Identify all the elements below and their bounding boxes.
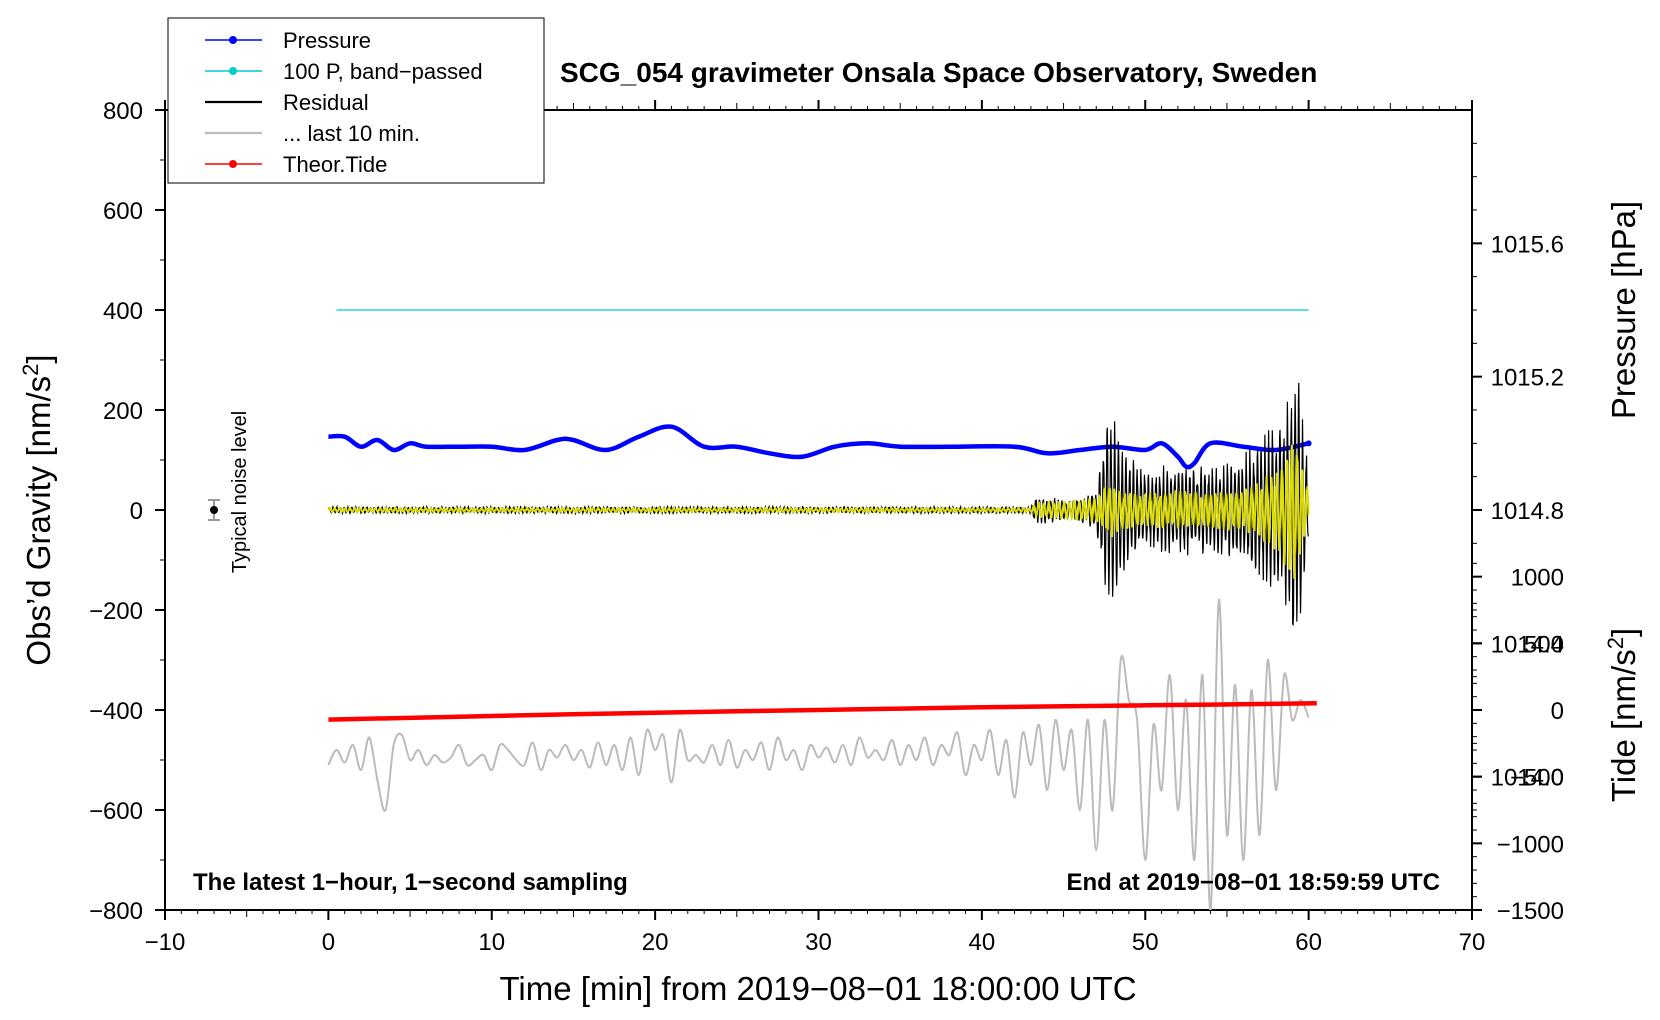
legend-label: Residual	[283, 90, 369, 115]
y-axis-title-tide-main: Tide [nm/s	[1605, 649, 1642, 802]
x-tick-label: 60	[1295, 929, 1322, 956]
legend-label: Theor.Tide	[283, 152, 387, 177]
end-time-note: End at 2019−08−01 18:59:59 UTC	[1066, 869, 1440, 896]
y-left-tick-label: −600	[89, 798, 143, 825]
series-pressure	[328, 424, 1310, 470]
y-tide-tick-label: 0	[1551, 698, 1564, 725]
x-tick-label: 10	[478, 929, 505, 956]
x-tick-label: 40	[969, 929, 996, 956]
y-left-tick-label: −800	[89, 898, 143, 925]
y-axis-title-left-sup: 2	[18, 364, 43, 376]
y-axis-title-left: Obs’d Gravity [nm/s2]	[18, 354, 57, 665]
y-pressure-tick-label: 1014.4	[1491, 631, 1564, 658]
legend-label: 100 P, band−passed	[283, 59, 483, 84]
legend-label: Pressure	[283, 28, 371, 53]
y-pressure-tick-label: 1015.2	[1491, 365, 1564, 392]
x-tick-label: −10	[145, 929, 186, 956]
y-left-tick-label: −200	[89, 598, 143, 625]
legend-label: ... last 10 min.	[283, 121, 420, 146]
series-last-10-min	[327, 598, 1310, 910]
y-left-tick-label: 800	[103, 98, 143, 125]
x-tick-label: 30	[805, 929, 832, 956]
y-tide-tick-label: −500	[1510, 765, 1564, 792]
y-tide-tick-label: 1000	[1511, 565, 1564, 592]
y-axis-title-left-main: Obs’d Gravity [nm/s	[20, 376, 57, 666]
x-tick-label: 50	[1132, 929, 1159, 956]
typical-noise-indicator	[208, 499, 221, 521]
y-tide-tick-label: 500	[1524, 631, 1564, 658]
noise-label: Typical noise level	[229, 411, 251, 573]
legend: Pressure 100 P, band−passed Residual ... la…	[205, 28, 483, 177]
y-left-tick-label: 200	[103, 398, 143, 425]
y-tide-tick-label: −1500	[1497, 898, 1564, 925]
y-left-tick-label: −400	[89, 698, 143, 725]
legend-box	[167, 17, 545, 184]
series-residual-filtered	[327, 444, 1310, 579]
y-pressure-tick-label: 1015.6	[1491, 231, 1564, 258]
y-axis-title-tide-close: ]	[1605, 628, 1642, 637]
axis-tick-labels: −10 0 10 20 30 40 50 60 70 800 600 400 200 0 −200 −400 −…	[89, 98, 1564, 956]
y-pressure-tick-label: 1014.8	[1491, 498, 1564, 525]
y-left-tick-label: 600	[103, 198, 143, 225]
chart-title: SCG_054 gravimeter Onsala Space Observat…	[560, 57, 1317, 88]
x-tick-label: 20	[642, 929, 669, 956]
y-axis-title-left-close: ]	[20, 354, 57, 363]
legend-marker	[229, 36, 237, 44]
x-tick-label: 70	[1459, 929, 1486, 956]
noise-point	[210, 506, 219, 514]
y-axis-title-tide: Tide [nm/s2]	[1603, 628, 1642, 802]
y-left-tick-label: 0	[130, 498, 143, 525]
y-left-tick-label: 400	[103, 298, 143, 325]
y-axis-title-tide-sup: 2	[1603, 637, 1628, 649]
legend-marker	[229, 67, 237, 75]
sampling-note: The latest 1−hour, 1−second sampling	[193, 869, 628, 896]
pressure-end-point	[1305, 440, 1312, 447]
x-axis-title: Time [min] from 2019−08−01 18:00:00 UTC	[499, 970, 1136, 1007]
series-layer	[327, 309, 1317, 910]
series-theor-tide	[328, 701, 1317, 722]
y-tide-tick-label: −1000	[1497, 831, 1564, 858]
x-tick-label: 0	[322, 929, 335, 956]
legend-marker	[229, 160, 237, 168]
y-axis-title-pressure: Pressure [hPa]	[1605, 201, 1642, 419]
y-pressure-tick-label: 1014.0	[1491, 765, 1564, 792]
